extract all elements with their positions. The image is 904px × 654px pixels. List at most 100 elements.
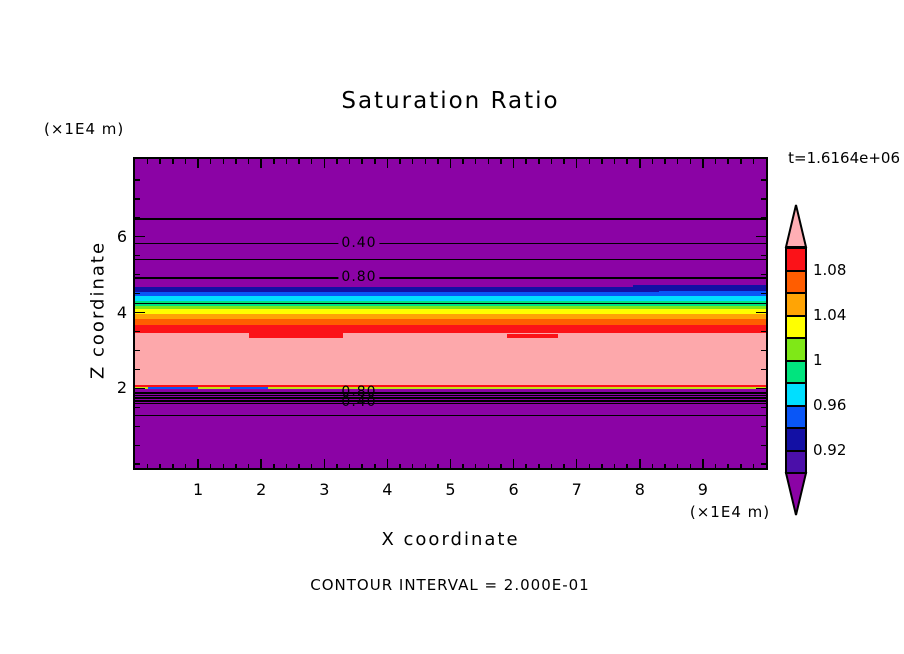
axis-tick <box>752 159 755 164</box>
x-tick-label: 8 <box>634 480 645 499</box>
z-tick-label: 4 <box>116 302 127 322</box>
axis-tick <box>172 463 174 468</box>
axis-tick <box>135 406 140 409</box>
axis-tick <box>361 463 363 468</box>
axis-tick <box>575 159 578 168</box>
axis-tick <box>159 159 161 164</box>
axis-tick <box>626 159 628 164</box>
axis-tick <box>386 159 389 168</box>
axis-tick <box>260 459 262 468</box>
axis-tick <box>361 159 363 164</box>
axis-tick <box>336 463 338 468</box>
axis-tick <box>714 463 717 468</box>
contour-band <box>135 388 766 468</box>
contour-interval-note: CONTOUR INTERVAL = 2.000E-01 <box>310 576 590 594</box>
contour-line <box>135 242 766 245</box>
time-label: t=1.6164e+06 <box>788 149 900 167</box>
x-axis-label: X coordinate <box>381 529 520 550</box>
axis-tick <box>714 159 717 164</box>
contour-line <box>135 392 766 394</box>
axis-tick <box>273 463 275 468</box>
contour-band <box>135 159 766 288</box>
axis-tick <box>184 159 187 164</box>
axis-tick <box>651 159 654 164</box>
contour-patch <box>229 386 268 389</box>
colorbar-segment <box>785 427 807 452</box>
axis-tick <box>761 330 766 333</box>
axis-tick <box>761 425 766 428</box>
axis-tick <box>761 217 766 219</box>
axis-tick <box>135 254 140 257</box>
axis-tick <box>135 349 140 352</box>
axis-tick <box>761 292 766 295</box>
axis-tick <box>538 159 540 164</box>
axis-tick <box>525 159 527 164</box>
colorbar-bottom-arrow <box>784 472 808 516</box>
axis-tick <box>761 198 766 200</box>
axis-tick <box>197 459 199 468</box>
axis-tick <box>273 159 275 164</box>
axis-tick <box>172 159 174 164</box>
axis-tick <box>285 159 288 164</box>
axis-tick <box>135 311 145 314</box>
axis-tick <box>756 235 766 238</box>
axis-tick <box>449 159 452 168</box>
colorbar-label: 0.92 <box>813 440 847 459</box>
axis-tick <box>235 463 237 468</box>
x-tick-label: 4 <box>382 480 393 499</box>
axis-tick <box>135 330 140 333</box>
contour-patch <box>147 386 199 389</box>
axis-tick <box>626 463 628 468</box>
axis-tick <box>449 459 452 468</box>
x-tick-label: 9 <box>697 480 708 499</box>
axis-tick <box>550 463 553 468</box>
axis-tick <box>146 159 149 164</box>
axis-tick <box>538 463 540 468</box>
axis-tick <box>247 463 250 468</box>
axis-tick <box>437 159 439 164</box>
axis-tick <box>298 159 300 164</box>
contour-label: 0.40 <box>341 394 377 411</box>
axis-tick <box>563 159 565 164</box>
z-tick-label: 6 <box>116 226 127 246</box>
axis-tick <box>310 463 313 468</box>
x-tick-label: 6 <box>508 480 519 499</box>
axis-tick <box>613 159 616 164</box>
contour-line <box>135 394 766 397</box>
axis-tick <box>374 159 376 164</box>
axis-tick <box>761 349 766 352</box>
axis-tick <box>702 159 704 168</box>
axis-tick <box>135 463 140 465</box>
contour-label: 0.80 <box>338 270 380 285</box>
axis-tick <box>411 463 414 468</box>
axis-tick <box>437 463 439 468</box>
contour-line <box>135 302 766 305</box>
contour-band <box>135 324 766 334</box>
contour-band <box>135 318 766 325</box>
contour-band <box>135 333 766 386</box>
contour-line <box>135 414 766 417</box>
axis-tick <box>727 463 729 468</box>
axis-tick <box>588 159 591 164</box>
axis-tick <box>135 368 140 371</box>
colorbar-segment <box>785 382 807 407</box>
colorbar-segment <box>785 269 807 294</box>
contour-band <box>135 313 766 319</box>
axis-tick <box>639 159 641 168</box>
axis-tick <box>761 368 766 371</box>
axis-tick <box>399 463 401 468</box>
axis-tick <box>135 217 140 219</box>
contour-patch <box>633 284 766 291</box>
axis-tick <box>664 159 666 164</box>
axis-tick <box>386 459 389 468</box>
axis-tick <box>323 159 326 168</box>
colorbar-top-arrow <box>784 204 808 248</box>
axis-tick <box>550 159 553 164</box>
contour-label: 0.40 <box>338 235 380 250</box>
axis-tick <box>761 273 766 276</box>
axis-tick <box>752 463 755 468</box>
axis-tick <box>260 159 262 168</box>
axis-tick <box>135 387 145 390</box>
axis-tick <box>222 463 225 468</box>
